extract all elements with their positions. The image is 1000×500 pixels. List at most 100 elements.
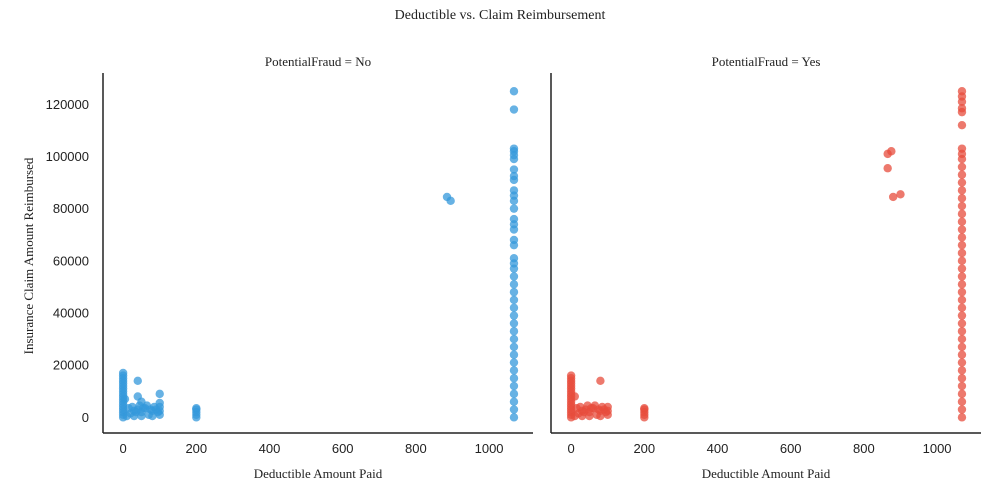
data-point xyxy=(957,170,967,179)
data-point xyxy=(509,350,519,359)
data-point xyxy=(957,186,967,195)
data-point xyxy=(509,374,519,383)
data-point xyxy=(957,87,967,96)
y-tick-label: 0 xyxy=(82,410,89,425)
data-point xyxy=(509,342,519,352)
data-point xyxy=(957,209,967,219)
data-point xyxy=(957,256,967,266)
data-point xyxy=(509,144,519,153)
data-point xyxy=(957,295,967,305)
data-point xyxy=(509,358,519,367)
data-point xyxy=(148,411,157,421)
data-point xyxy=(577,411,587,421)
x-tick-label: 0 xyxy=(120,441,127,456)
panel-1: PotentialFraud = No 0 200 400 600 800 1000 Dedu… xyxy=(21,54,533,481)
data-point xyxy=(957,264,967,273)
data-point xyxy=(957,144,967,153)
data-point xyxy=(509,280,519,289)
data-point xyxy=(509,186,519,195)
y-tick-label: 40000 xyxy=(53,306,89,321)
data-point xyxy=(509,381,519,391)
data-point xyxy=(957,225,967,234)
data-point xyxy=(957,311,967,320)
data-point xyxy=(957,233,967,242)
data-point xyxy=(957,389,967,399)
data-point xyxy=(957,413,967,422)
data-point xyxy=(509,366,519,375)
data-point xyxy=(585,411,594,421)
x-tick-label: 0 xyxy=(568,441,575,456)
x-tick-label: 800 xyxy=(853,441,875,456)
y-tick-label: 20000 xyxy=(53,358,89,373)
panel-title: PotentialFraud = Yes xyxy=(712,54,821,69)
x-tick-label: 400 xyxy=(707,441,729,456)
data-point xyxy=(120,394,130,404)
data-point xyxy=(957,397,967,406)
data-point xyxy=(883,164,892,173)
points-group xyxy=(566,87,967,422)
x-axis-label: Deductible Amount Paid xyxy=(254,466,383,481)
data-point xyxy=(509,214,519,224)
data-point xyxy=(509,389,519,399)
data-point xyxy=(957,358,967,367)
data-point xyxy=(957,319,967,328)
data-point xyxy=(137,397,146,406)
data-point xyxy=(509,272,519,281)
x-tick-label: 1000 xyxy=(923,441,952,456)
x-axis-label: Deductible Amount Paid xyxy=(702,466,831,481)
data-point xyxy=(957,120,967,130)
data-point xyxy=(133,376,142,386)
data-point xyxy=(509,303,519,312)
data-point xyxy=(957,342,967,352)
data-point xyxy=(957,327,967,336)
x-tick-label: 800 xyxy=(405,441,427,456)
x-tick-label: 200 xyxy=(185,441,207,456)
data-point xyxy=(509,413,519,422)
x-tick-label: 200 xyxy=(633,441,655,456)
data-point xyxy=(957,350,967,359)
x-tick-label: 600 xyxy=(332,441,354,456)
data-point xyxy=(957,405,967,414)
data-point xyxy=(957,280,967,289)
data-point xyxy=(509,235,519,245)
data-point xyxy=(957,217,967,226)
y-axis-label: Insurance Claim Amount Reimbursed xyxy=(21,157,36,354)
y-tick-label: 60000 xyxy=(53,253,89,268)
data-point xyxy=(957,240,967,250)
x-tick-label: 1000 xyxy=(475,441,504,456)
x-tick-label: 400 xyxy=(259,441,281,456)
data-point xyxy=(509,334,519,344)
data-point xyxy=(957,334,967,344)
data-point xyxy=(509,397,519,406)
data-point xyxy=(957,104,967,113)
data-point xyxy=(957,178,967,187)
data-point xyxy=(596,376,605,386)
data-point xyxy=(192,404,201,413)
panel-title: PotentialFraud = No xyxy=(265,54,371,69)
data-point xyxy=(957,366,967,375)
data-point xyxy=(957,248,967,258)
data-point xyxy=(509,405,519,414)
data-point xyxy=(596,411,605,421)
data-point xyxy=(896,190,905,199)
figure-title: Deductible vs. Claim Reimbursement xyxy=(394,8,606,23)
data-point xyxy=(957,194,967,203)
data-point xyxy=(957,272,967,281)
data-point xyxy=(137,411,146,421)
data-point xyxy=(129,411,139,421)
data-point xyxy=(603,406,612,416)
points-group xyxy=(118,87,519,422)
x-tick-label: 600 xyxy=(780,441,802,456)
data-point xyxy=(509,327,519,336)
data-point xyxy=(509,165,519,174)
data-point xyxy=(118,368,128,378)
data-point xyxy=(957,374,967,383)
panel-2: PotentialFraud = Yes 0 200 400 600 800 1000 Ded… xyxy=(550,54,981,481)
data-point xyxy=(957,287,967,297)
data-point xyxy=(509,87,519,96)
data-point xyxy=(509,319,519,328)
data-point xyxy=(887,147,896,156)
data-point xyxy=(446,196,455,206)
data-point xyxy=(640,404,649,413)
